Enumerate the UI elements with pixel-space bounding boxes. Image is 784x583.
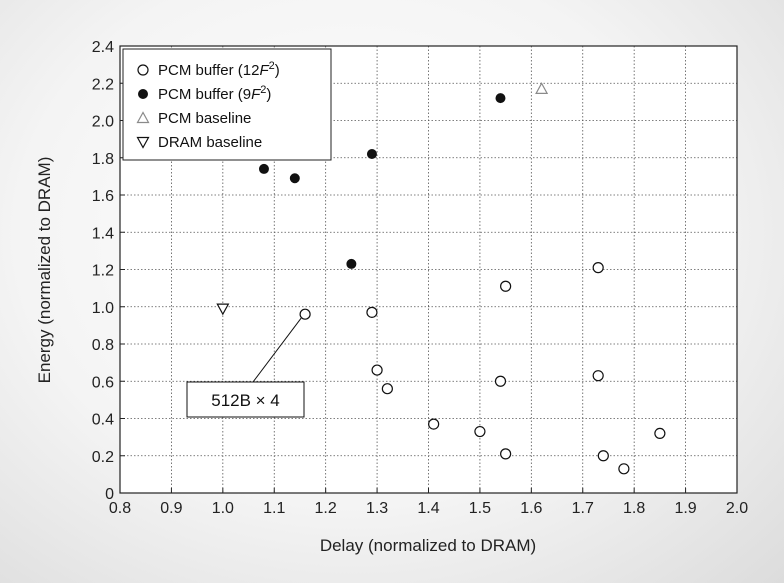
data-point xyxy=(346,258,357,269)
x-tick-label: 1.7 xyxy=(572,500,594,517)
y-tick-label: 0.6 xyxy=(92,374,114,391)
data-point xyxy=(474,425,486,438)
legend-box xyxy=(122,48,332,161)
y-axis-title: Energy (normalized to DRAM) xyxy=(35,157,54,384)
annotation-box xyxy=(186,381,305,418)
y-tick-label: 0.8 xyxy=(92,337,114,354)
data-point xyxy=(495,93,506,104)
y-tick-label: 2.0 xyxy=(92,114,114,131)
data-point xyxy=(597,450,609,462)
legend-label: PCM buffer (12F2) xyxy=(158,60,280,79)
legend-marker xyxy=(137,64,149,76)
y-tick-label: 0.2 xyxy=(92,449,114,466)
x-axis-ticks: 0.8 0.9 1.0 1.1 1.2 1.3 1.4 1.5 1.6 1.7 1.8 1.9 2.0 xyxy=(109,488,748,517)
data-point xyxy=(428,418,440,430)
data-point xyxy=(289,173,300,184)
data-point xyxy=(494,375,507,387)
x-tick-label: 1.8 xyxy=(623,500,645,517)
y-tick-label: 0.4 xyxy=(92,412,114,429)
x-tick-label: 1.3 xyxy=(366,500,388,517)
data-points xyxy=(216,82,666,475)
data-point xyxy=(299,308,311,320)
annotation-leader-line xyxy=(252,317,302,383)
data-point xyxy=(654,427,666,439)
plot-frame xyxy=(119,45,738,494)
x-tick-label: 0.9 xyxy=(160,500,182,517)
data-point xyxy=(535,82,549,94)
data-point xyxy=(500,448,512,460)
data-point xyxy=(500,280,512,292)
annotation: 512B × 4 xyxy=(186,317,305,418)
y-axis-ticks: 0 0.2 0.4 0.6 0.8 1.0 1.2 1.4 1.6 1.8 2.0 2.2 2.4 xyxy=(92,39,125,503)
legend-label: PCM baseline xyxy=(158,110,251,127)
x-tick-label: 1.2 xyxy=(315,500,337,517)
x-tick-label: 1.6 xyxy=(520,500,542,517)
legend-label: DRAM baseline xyxy=(158,134,262,151)
legend-marker xyxy=(138,89,148,99)
data-point xyxy=(618,463,630,475)
y-tick-label: 1.4 xyxy=(92,225,114,242)
x-tick-label: 1.5 xyxy=(469,500,491,517)
data-point xyxy=(592,262,604,274)
data-point xyxy=(366,306,378,318)
x-tick-label: 1.1 xyxy=(263,500,285,517)
legend-label: PCM buffer (9F2) xyxy=(158,84,271,103)
legend-marker xyxy=(136,111,150,124)
y-tick-label: 0 xyxy=(105,486,114,503)
data-point xyxy=(216,303,230,316)
y-tick-label: 1.6 xyxy=(92,188,114,205)
y-tick-label: 1.0 xyxy=(92,300,114,317)
y-tick-label: 2.4 xyxy=(92,39,114,56)
data-point xyxy=(366,149,377,160)
annotation-label: 512B × 4 xyxy=(211,391,280,410)
legend: PCM buffer (12F2) PCM buffer (9F2) PCM bas… xyxy=(122,48,332,161)
x-tick-label: 1.4 xyxy=(417,500,439,517)
x-tick-label: 0.8 xyxy=(109,500,131,517)
data-point xyxy=(371,364,383,376)
x-tick-label: 1.0 xyxy=(212,500,234,517)
data-point xyxy=(592,370,604,382)
x-axis-title: Delay (normalized to DRAM) xyxy=(320,536,536,555)
y-tick-label: 1.8 xyxy=(92,151,114,168)
legend-marker xyxy=(136,136,150,149)
data-point xyxy=(258,163,269,174)
x-tick-label: 2.0 xyxy=(726,500,748,517)
x-tick-label: 1.9 xyxy=(674,500,696,517)
y-tick-label: 2.2 xyxy=(92,76,114,93)
data-point xyxy=(381,383,393,395)
y-tick-label: 1.2 xyxy=(92,263,114,280)
